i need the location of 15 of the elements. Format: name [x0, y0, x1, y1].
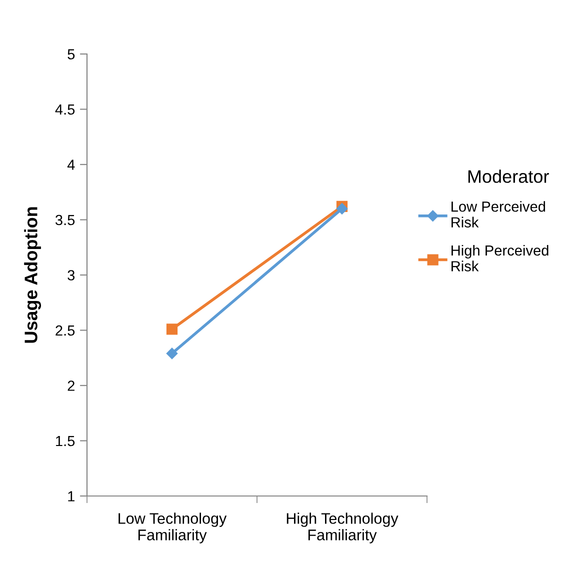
y-tick-label: 4.5: [55, 104, 75, 115]
legend-title: Moderator: [468, 170, 549, 183]
x-tick-label: Low Technology Familiarity: [118, 512, 227, 544]
legend-label: High Perceived Risk: [452, 244, 548, 272]
legend-label: Low Perceived Risk: [452, 201, 546, 228]
y-tick-label: 2.5: [56, 325, 75, 336]
y-tick-label: 5: [68, 49, 75, 60]
x-tick-label: High Technology Familiarity: [286, 512, 398, 544]
y-tick-label: 1.5: [56, 436, 75, 446]
y-tick-label: 1: [68, 491, 74, 502]
y-tick-label: 3.5: [55, 214, 75, 226]
y-tick-label: 3: [68, 270, 75, 280]
y-tick-label: 4: [67, 160, 75, 170]
y-axis-title: Usage Adoption: [24, 207, 42, 343]
y-tick-label: 2: [68, 380, 74, 391]
